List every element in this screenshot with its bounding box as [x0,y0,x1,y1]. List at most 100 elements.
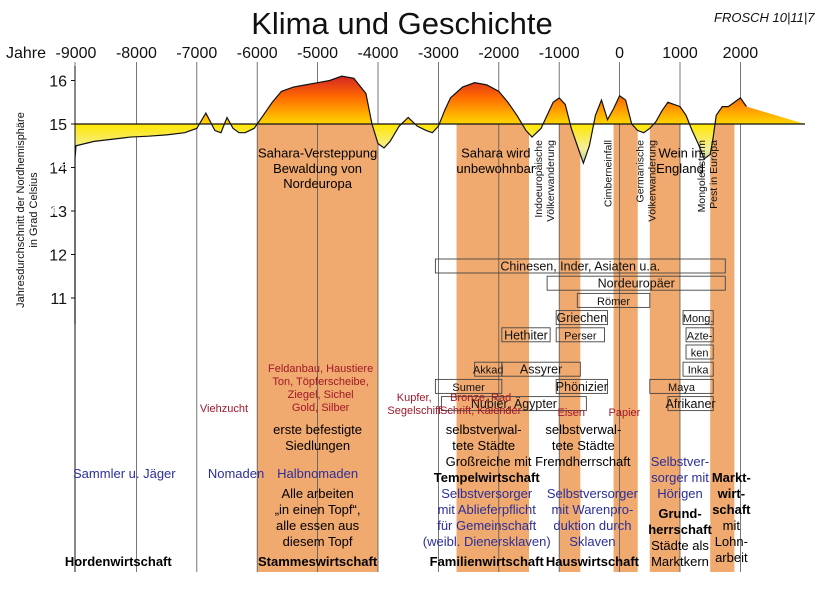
people-label: Azte- [687,330,713,342]
innovation-label: Kupfer, Segelschiff [387,392,442,417]
event-label: MongolensturmPest in Europa [696,140,720,213]
people-box [555,378,608,394]
event-label: IndoeuropäischeVölkerwanderung [533,140,557,222]
innovation-label: Feldanbau, Haustiere Ton, Töpferscheibe, Z… [268,363,373,414]
y-tick-label: 12 [49,248,67,265]
people-box [434,378,503,394]
economy-title: wirt- [717,486,745,501]
innovation-label: selbstverwal-tete Städte [545,422,621,453]
people-label: Phönizier [556,380,608,394]
people-box [440,396,587,412]
innovation-label: Bronze, Rad Schrift, Kalender [440,392,522,417]
x-tick-label: -3000 [418,45,459,62]
people-label: Perser [564,330,597,342]
x-tick-label: 2000 [723,45,759,62]
way-of-life-label: Nomaden [208,466,264,481]
economy-title: Hordenwirtschaft [65,554,173,569]
economy-band [613,124,638,572]
people-label: Chinesen, Inder, Asiaten u.a. [500,260,660,274]
people-label: Römer [597,296,630,308]
people-label: Nubier, Ägypter [471,397,557,411]
people-box [576,292,651,308]
x-tick-label: -2000 [478,45,519,62]
event-label: Cimberneinfall [603,140,615,207]
people-box [501,361,581,377]
way-of-life-label: Sammler u. Jäger [73,466,176,481]
people-box [667,396,714,412]
y-axis-label: Jahresdurchschnitt der Nordhemisphärein … [15,112,40,308]
economy-title: Tempelwirtschaft [434,470,541,485]
people-box [685,344,714,360]
people-box [649,378,714,394]
people-box [501,327,551,343]
y-tick-label: 11 [50,291,67,308]
economy-title: Markt- [712,470,751,485]
temperature-area [74,75,805,325]
climate-annotation: Ende der letzten Eis-zeit [19,156,72,217]
way-of-life-label: Selbstver-sorger mit Hörigen [651,454,710,501]
x-tick-label: 1000 [662,45,698,62]
temperature-line [74,75,747,325]
innovation-label: Papier [609,407,641,419]
economy-band [456,124,529,572]
axes: -9000 -8000 -7000 -6000 -5000 -4000 -3000 -2000… [49,45,758,572]
people-label: Inka [688,365,710,377]
innovation-label: erste befestigte Siedlungen [273,422,362,453]
people-label: ken [691,348,709,360]
x-tick-label: -1000 [539,45,580,62]
climate-annotation: Sahara wird unbewohnbar [456,146,535,176]
x-tick-label: 0 [615,45,624,62]
people-label: Assyrer [520,363,562,377]
economy-description: Selbstversorger mit Ablieferpflicht für Ge… [423,486,551,549]
y-tick-label: 16 [49,74,67,91]
warm-period-area [75,76,805,124]
people-box [685,327,714,343]
people-box [434,258,726,274]
y-tick-label: 14 [49,161,67,178]
economy-band [710,124,735,572]
innovation-label: Eisen [558,407,586,419]
people-label: Nordeuropäer [598,277,675,291]
economy-title: herrschaft [648,522,712,537]
economy-title: Grund- [658,506,701,521]
people-label: Griechen [556,311,607,325]
people-label: Hethiter [504,328,548,342]
x-axis-label: Jahre [6,45,46,62]
economy-band [649,124,680,572]
people-box [682,310,714,326]
people-label: Afrikaner [666,397,716,411]
people-box [555,310,608,326]
economy-title: Familienwirtschaft [430,554,545,569]
people-label: Maya [668,382,696,394]
people-box [555,327,605,343]
y-tick-label: 13 [49,204,67,221]
x-tick-label: -4000 [358,45,399,62]
x-tick-label: -7000 [176,45,217,62]
author-signature: FROSCH 10|11|7 [714,10,815,25]
economy-title: Stammeswirtschaft [258,554,378,569]
event-label: GermanischeVölkerwanderung [635,140,659,222]
x-tick-label: -5000 [297,45,338,62]
economy-description: Städte als Marktkern [651,538,709,569]
annotations: Ende der letzten Eis-zeit Sahara-Versteppun… [19,140,751,569]
vertical-gridlines [74,62,741,572]
people-label: Sumer [452,382,485,394]
climate-annotation: Sahara-Versteppung Bewaldung von Nordeurop… [258,146,377,191]
people-box [682,361,714,377]
economy-description: Alle arbeiten „in einen Topf“, alle essen … [275,486,361,549]
people-box [546,275,726,291]
economy-description: Selbstversorger mit Warenpro-duktion durc… [547,486,639,549]
innovation-label: selbstverwal-tete Städte [446,422,522,453]
people-label: Mong. [683,313,714,325]
climate-annotation: Wein in England [656,146,704,176]
chart-title: Klima und Geschichte [251,6,553,41]
economy-band [559,124,581,572]
way-of-life-label: Halbnomaden [277,466,358,481]
x-tick-label: -8000 [116,45,157,62]
y-tick-label: 15 [49,117,67,134]
economy-title: schaft [712,502,751,517]
people-label: Akkad [473,365,504,377]
x-tick-label: -9000 [56,45,97,62]
